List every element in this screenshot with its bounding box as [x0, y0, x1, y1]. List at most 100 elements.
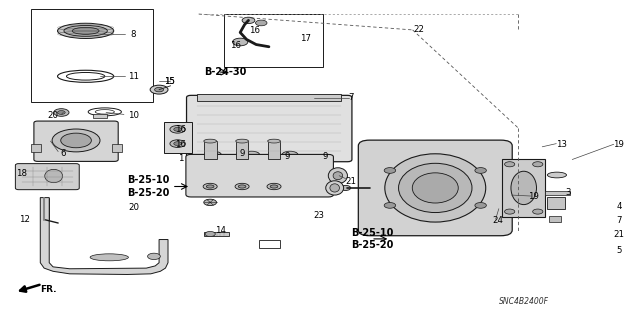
Circle shape	[155, 87, 164, 92]
Ellipse shape	[90, 254, 129, 261]
Circle shape	[204, 199, 216, 205]
FancyBboxPatch shape	[186, 154, 333, 197]
Ellipse shape	[206, 185, 214, 188]
Ellipse shape	[204, 139, 216, 143]
Text: SNC4B2400F: SNC4B2400F	[499, 297, 549, 306]
Bar	[545, 191, 570, 195]
Circle shape	[255, 20, 267, 26]
Text: 21: 21	[345, 177, 356, 186]
Polygon shape	[40, 197, 168, 274]
Ellipse shape	[52, 129, 100, 152]
Circle shape	[173, 142, 181, 145]
Ellipse shape	[282, 151, 298, 158]
Ellipse shape	[547, 172, 566, 178]
Text: 13: 13	[556, 140, 567, 149]
Circle shape	[232, 38, 248, 46]
Ellipse shape	[236, 139, 248, 143]
Circle shape	[148, 253, 161, 260]
Bar	[164, 122, 192, 153]
Bar	[204, 232, 229, 236]
Ellipse shape	[267, 183, 281, 190]
Ellipse shape	[270, 185, 278, 188]
Circle shape	[150, 85, 168, 94]
Text: 15: 15	[164, 77, 175, 86]
Text: 16: 16	[175, 140, 186, 149]
Text: 9: 9	[239, 149, 244, 158]
Circle shape	[170, 125, 185, 133]
Bar	[236, 141, 248, 159]
Bar	[548, 216, 561, 222]
Text: B-25-20: B-25-20	[127, 188, 170, 198]
Bar	[547, 197, 564, 209]
Text: 21: 21	[613, 230, 625, 239]
Circle shape	[242, 17, 255, 24]
Text: B-25-20: B-25-20	[351, 240, 393, 250]
Text: 4: 4	[616, 202, 621, 211]
Text: 9: 9	[323, 152, 328, 161]
Ellipse shape	[203, 183, 217, 190]
Bar	[113, 144, 122, 152]
Text: 12: 12	[19, 215, 31, 224]
Bar	[197, 94, 341, 101]
Text: 1: 1	[178, 154, 184, 163]
Text: 7: 7	[348, 93, 353, 102]
Circle shape	[384, 203, 396, 208]
Text: 15: 15	[164, 77, 175, 86]
Ellipse shape	[61, 133, 92, 148]
Bar	[259, 241, 280, 249]
Ellipse shape	[235, 183, 249, 190]
Text: 10: 10	[128, 111, 139, 120]
Ellipse shape	[244, 151, 260, 158]
Circle shape	[475, 167, 486, 173]
Text: B-25-10: B-25-10	[127, 175, 170, 185]
Text: 20: 20	[47, 111, 59, 120]
Circle shape	[504, 209, 515, 214]
Text: 11: 11	[128, 72, 139, 81]
Ellipse shape	[399, 163, 472, 212]
Ellipse shape	[58, 23, 114, 39]
Text: B-25-10: B-25-10	[351, 227, 393, 238]
Circle shape	[173, 127, 181, 131]
Text: 22: 22	[413, 26, 424, 34]
Circle shape	[475, 203, 486, 208]
Ellipse shape	[205, 151, 221, 158]
FancyBboxPatch shape	[15, 164, 79, 190]
Text: 20: 20	[128, 203, 139, 211]
Circle shape	[170, 140, 185, 147]
Ellipse shape	[268, 139, 280, 143]
Circle shape	[340, 185, 351, 190]
Ellipse shape	[333, 172, 342, 180]
Circle shape	[532, 209, 543, 214]
Text: 7: 7	[616, 216, 621, 225]
Text: 19: 19	[613, 140, 624, 149]
Bar	[204, 141, 216, 159]
Bar	[31, 9, 153, 102]
Circle shape	[205, 232, 215, 236]
Bar	[93, 114, 108, 118]
Ellipse shape	[385, 154, 486, 222]
Text: 16: 16	[249, 26, 260, 35]
Text: 16: 16	[230, 41, 241, 50]
Circle shape	[384, 167, 396, 173]
Text: 3: 3	[565, 188, 570, 197]
Circle shape	[54, 109, 69, 116]
Ellipse shape	[45, 169, 63, 183]
FancyBboxPatch shape	[34, 121, 118, 161]
Ellipse shape	[330, 184, 339, 192]
Text: 14: 14	[216, 226, 227, 235]
Ellipse shape	[326, 181, 344, 195]
Circle shape	[58, 111, 65, 115]
Bar	[268, 141, 280, 159]
Text: 9: 9	[284, 152, 289, 161]
FancyBboxPatch shape	[186, 95, 352, 162]
Text: 6: 6	[61, 149, 66, 158]
Text: 8: 8	[131, 30, 136, 39]
Text: FR.: FR.	[40, 285, 57, 293]
FancyBboxPatch shape	[358, 140, 512, 236]
Text: 24: 24	[492, 216, 503, 225]
Text: B-24-30: B-24-30	[204, 67, 246, 77]
Text: 19: 19	[529, 191, 540, 201]
Ellipse shape	[64, 26, 108, 36]
Ellipse shape	[238, 185, 246, 188]
Bar	[224, 14, 323, 67]
